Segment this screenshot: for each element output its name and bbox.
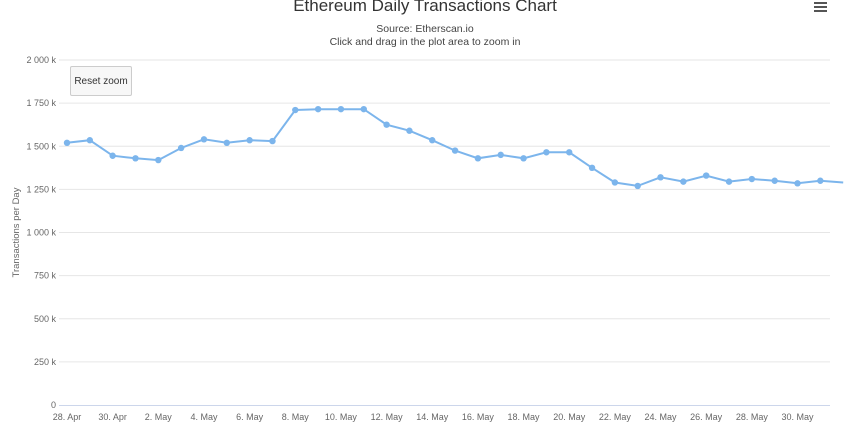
x-tick-label: 28. Apr (53, 412, 82, 422)
chart-title: Ethereum Daily Transactions Chart (293, 0, 557, 15)
x-tick-label: 12. May (371, 412, 404, 422)
x-tick-label: 30. May (781, 412, 814, 422)
data-point[interactable] (451, 147, 459, 154)
y-tick-label: 1 000 k (26, 228, 56, 238)
data-point[interactable] (543, 149, 550, 156)
data-point[interactable] (109, 152, 116, 159)
data-point[interactable] (588, 164, 596, 172)
y-tick-label: 1 750 k (26, 98, 56, 108)
data-point[interactable] (383, 121, 390, 128)
x-tick-label: 20. May (553, 412, 586, 422)
data-point[interactable] (611, 179, 619, 186)
data-point[interactable] (520, 155, 527, 162)
data-point[interactable] (702, 172, 710, 179)
data-point[interactable] (63, 139, 71, 146)
y-tick-label: 2 000 k (26, 55, 56, 65)
data-point[interactable] (177, 144, 185, 152)
x-tick-label: 26. May (690, 412, 723, 422)
x-tick-label: 16. May (462, 412, 495, 422)
data-point[interactable] (200, 136, 208, 143)
data-point[interactable] (132, 155, 139, 162)
hamburger-menu-icon[interactable] (812, 0, 830, 16)
data-point[interactable] (269, 137, 276, 145)
data-point[interactable] (497, 151, 504, 159)
data-point[interactable] (86, 137, 94, 144)
x-tick-label: 18. May (508, 412, 541, 422)
data-point[interactable] (360, 105, 367, 113)
x-tick-label: 24. May (645, 412, 678, 422)
data-point[interactable] (474, 155, 482, 162)
x-tick-label: 4. May (190, 412, 218, 422)
y-tick-label: 750 k (34, 271, 57, 281)
data-point[interactable] (794, 180, 801, 187)
series-transactions (63, 105, 844, 190)
data-point[interactable] (680, 178, 687, 185)
y-axis-ticks: 0 250 k 500 k 750 k 1 000 k 1 250 k 1 500 k 1 7… (26, 55, 56, 410)
data-point[interactable] (657, 174, 664, 181)
y-tick-label: 0 (51, 400, 56, 410)
reset-zoom-button[interactable]: Reset zoom (70, 66, 132, 96)
data-point[interactable] (223, 139, 230, 146)
x-tick-label: 28. May (736, 412, 769, 422)
data-point[interactable] (314, 105, 322, 113)
x-tick-label: 14. May (416, 412, 449, 422)
y-tick-label: 1 250 k (26, 184, 56, 194)
data-point[interactable] (429, 137, 436, 144)
x-tick-label: 8. May (282, 412, 310, 422)
data-point[interactable] (725, 178, 733, 185)
grid-lines (59, 59, 830, 363)
x-tick-label: 22. May (599, 412, 632, 422)
x-axis-ticks: 28. Apr 30. Apr 2. May 4. May 6. May 8. May 10… (53, 412, 814, 422)
data-point[interactable] (748, 175, 756, 183)
y-tick-label: 1 500 k (26, 141, 56, 151)
data-point[interactable] (292, 106, 299, 114)
x-tick-label: 2. May (145, 412, 173, 422)
y-tick-label: 250 k (34, 357, 57, 367)
data-point[interactable] (155, 156, 162, 164)
x-tick-label: 10. May (325, 412, 358, 422)
x-tick-label: 6. May (236, 412, 264, 422)
data-point[interactable] (771, 177, 778, 184)
data-point[interactable] (406, 127, 413, 134)
y-axis-title: Transactions per Day (11, 187, 22, 277)
y-tick-label: 500 k (34, 314, 57, 324)
data-point[interactable] (634, 182, 641, 190)
data-point[interactable] (246, 137, 253, 144)
data-point[interactable] (337, 105, 345, 113)
x-tick-label: 30. Apr (98, 412, 127, 422)
zoom-hint: Click and drag in the plot area to zoom … (329, 36, 521, 48)
data-point[interactable] (817, 177, 824, 184)
data-point[interactable] (566, 149, 573, 156)
chart-source: Source: Etherscan.io (376, 23, 474, 35)
